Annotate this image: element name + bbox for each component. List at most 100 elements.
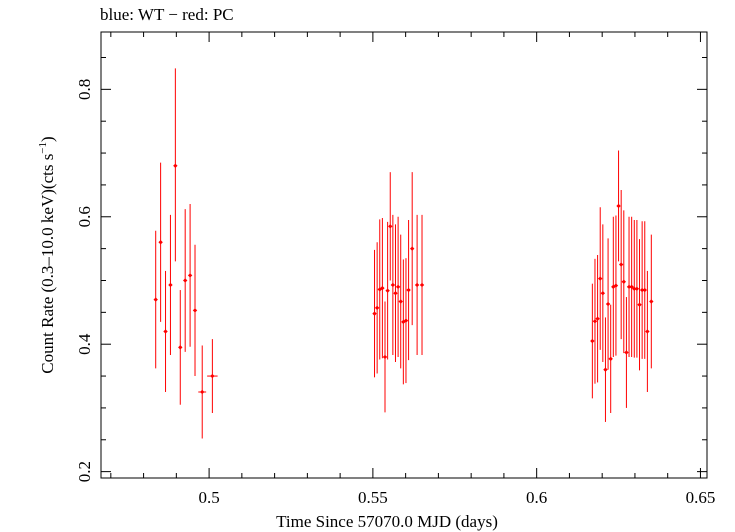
point-marker [173, 163, 178, 168]
y-tick-label: 0.8 [75, 79, 94, 100]
data-point [637, 239, 642, 371]
point-marker [382, 354, 388, 360]
data-point [382, 301, 388, 413]
data-point [388, 172, 393, 281]
point-marker [163, 329, 168, 334]
data-point [608, 304, 613, 414]
point-marker [398, 299, 403, 304]
data-point [374, 242, 380, 374]
data-point [634, 219, 640, 358]
point-marker [153, 297, 158, 302]
data-point [390, 214, 396, 356]
point-marker [403, 318, 409, 323]
point-marker [168, 282, 173, 288]
data-point [393, 224, 398, 363]
point-marker [598, 276, 603, 281]
data-point [385, 221, 390, 360]
point-marker [414, 282, 420, 288]
data-point [595, 255, 600, 383]
x-tick-label: 0.5 [198, 488, 219, 507]
point-marker [590, 338, 595, 344]
point-marker [192, 308, 198, 313]
data-point [600, 224, 606, 363]
data-point [168, 214, 173, 356]
data-point [590, 283, 595, 399]
point-marker [605, 301, 611, 307]
x-tick-label: 0.6 [526, 488, 547, 507]
point-marker [632, 286, 637, 291]
plot-frame [100, 31, 708, 479]
point-marker [385, 288, 390, 293]
point-marker [388, 224, 393, 229]
data-point [377, 219, 382, 360]
data-point [603, 317, 608, 422]
data-point [611, 216, 616, 357]
point-marker [592, 319, 598, 324]
data-point [649, 234, 654, 369]
point-marker [616, 203, 621, 209]
point-marker [642, 287, 647, 293]
point-marker [372, 311, 377, 316]
data-point [645, 270, 650, 392]
data-point [406, 219, 411, 361]
y-axis-label-main: Count Rate (0.3–10.0 keV)(cts s [38, 154, 57, 374]
y-tick-label: 0.6 [75, 206, 94, 227]
data-point [624, 297, 629, 408]
point-marker [600, 291, 606, 296]
y-axis-label: Count Rate (0.3–10.0 keV)(cts s−1) [37, 136, 57, 373]
chart-title: blue: WT − red: PC [100, 5, 234, 24]
data-point [419, 214, 425, 356]
data-point [398, 234, 403, 369]
data-point [592, 258, 598, 384]
data-point [605, 238, 611, 370]
data-point [414, 214, 420, 356]
point-marker [621, 279, 626, 284]
y-axis-label-superscript: −1 [37, 142, 49, 154]
point-marker [639, 287, 645, 293]
pc-series [153, 68, 654, 439]
data-point [621, 210, 626, 354]
data-point [158, 162, 163, 322]
data-point [642, 221, 647, 359]
point-marker [393, 291, 398, 296]
data-point [613, 215, 619, 356]
data-point [403, 258, 409, 384]
data-point [380, 218, 385, 359]
data-point [616, 150, 621, 262]
point-marker [595, 316, 600, 321]
data-point [395, 216, 401, 357]
point-marker [629, 284, 634, 290]
point-marker [158, 240, 163, 245]
point-marker [395, 284, 401, 290]
data-point [187, 204, 193, 347]
data-point [178, 290, 183, 405]
point-marker [200, 389, 205, 395]
point-marker [419, 282, 425, 288]
minor-ticks [101, 32, 707, 478]
point-marker [182, 278, 188, 283]
point-marker [613, 283, 619, 288]
data-point [182, 209, 188, 352]
x-tick-label: 0.55 [358, 488, 388, 507]
x-tick-label: 0.65 [686, 488, 716, 507]
data-point [192, 244, 198, 377]
point-marker [624, 350, 629, 355]
point-marker [603, 367, 608, 372]
data-point [401, 259, 406, 385]
point-marker [649, 299, 654, 304]
point-marker [210, 373, 215, 379]
data-point [618, 190, 624, 340]
point-marker [618, 262, 624, 267]
point-marker [187, 273, 193, 278]
x-axis-ticks: 0.5 0.55 0.6 0.65 [198, 32, 715, 507]
data-point [198, 345, 207, 439]
data-point [409, 172, 415, 326]
data-point [598, 207, 603, 350]
data-point [153, 230, 158, 369]
y-axis-ticks: 0.2 0.4 0.6 0.8 [75, 79, 707, 482]
y-tick-label: 0.4 [75, 333, 94, 355]
y-axis-label-close: ) [38, 136, 57, 142]
point-marker [390, 282, 396, 288]
x-axis-label: Time Since 57070.0 MJD (days) [276, 512, 498, 531]
